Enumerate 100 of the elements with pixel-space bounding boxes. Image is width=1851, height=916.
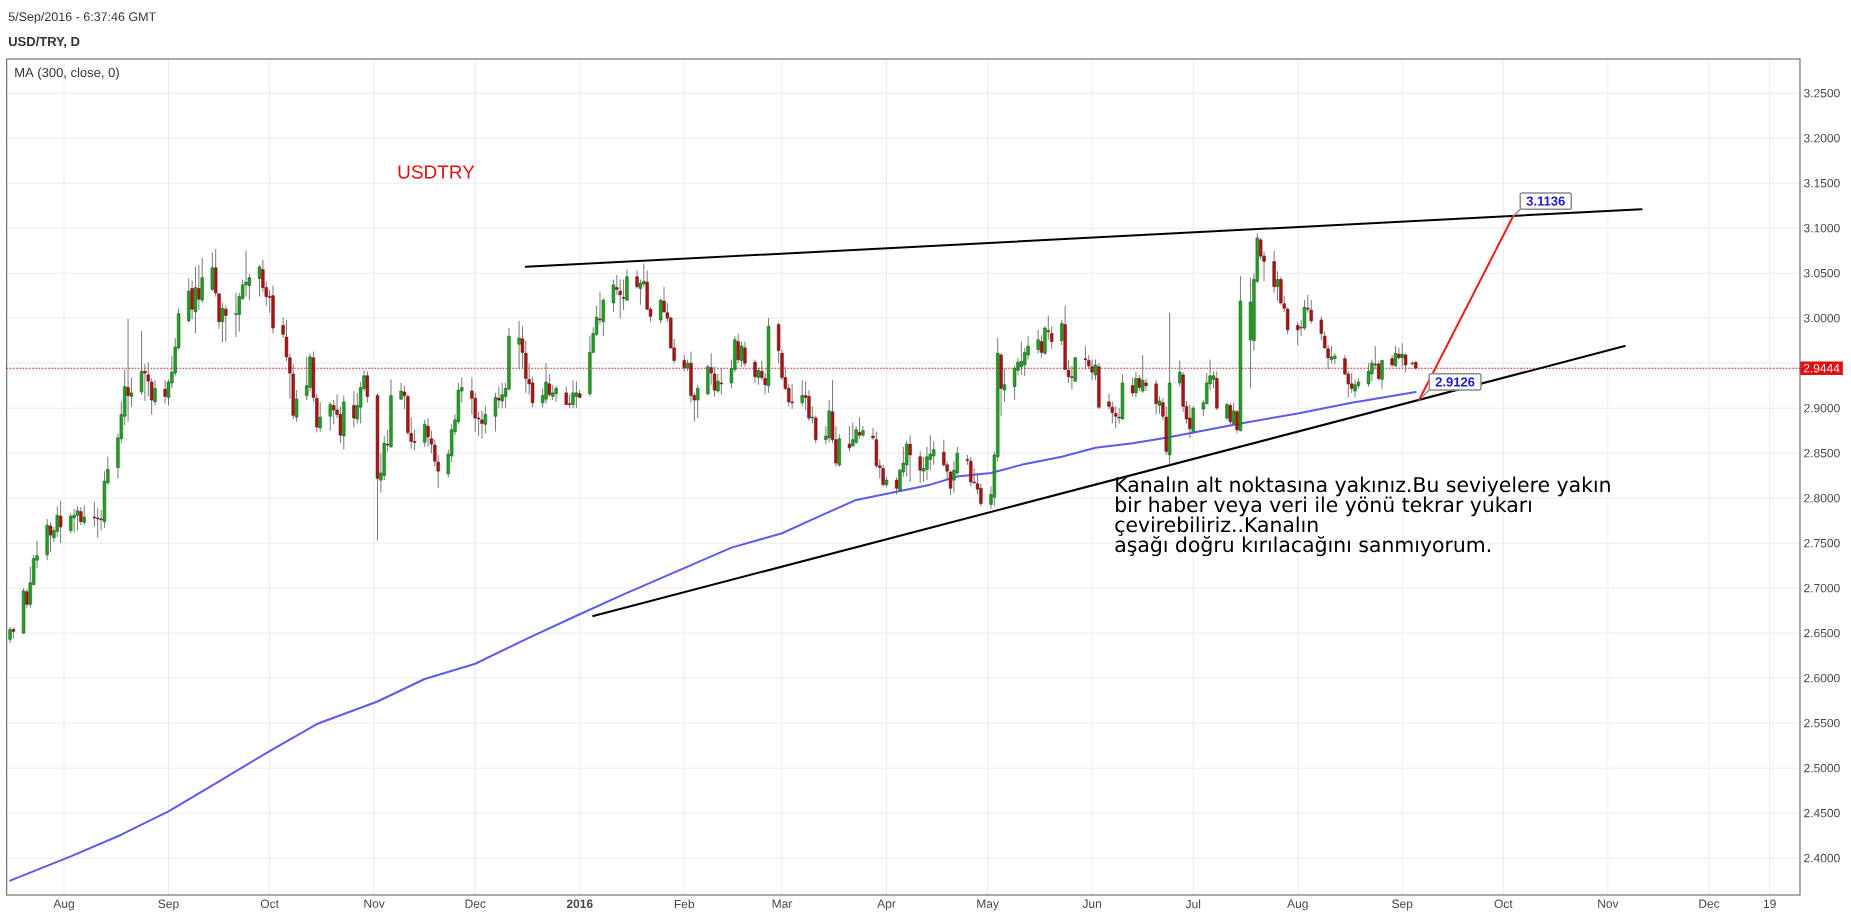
x-tick-label: Oct — [1494, 899, 1513, 909]
y-tick-label: 3.2500 — [1803, 88, 1840, 98]
candlestick — [143, 363, 147, 402]
candlestick — [1275, 270, 1280, 302]
candlestick — [385, 429, 390, 452]
candlestick — [352, 390, 356, 428]
candlestick — [257, 264, 262, 298]
annotation: MA (300, close, 0) — [15, 67, 119, 80]
candlestick — [1144, 378, 1148, 392]
annotation: 3.1136 — [1526, 196, 1565, 206]
y-tick-label: 2.5500 — [1804, 718, 1840, 728]
candlestick — [197, 264, 201, 311]
y-tick-label: 3.2000 — [1803, 133, 1840, 143]
x-tick-label: Mar — [772, 899, 793, 908]
chart-title: USD/TRY, D — [8, 36, 80, 48]
candlestick — [1366, 362, 1371, 388]
candlestick — [658, 297, 663, 325]
candlestick — [210, 252, 214, 292]
candlestick — [328, 401, 332, 432]
x-tick-label: Aug — [53, 899, 74, 911]
candlestick — [1380, 359, 1384, 390]
candlestick — [1141, 354, 1145, 394]
candlestick — [743, 341, 747, 368]
candlestick — [190, 279, 194, 320]
candlestick — [82, 504, 86, 526]
candlestick — [48, 521, 53, 553]
candlestick — [857, 416, 862, 440]
candlestick — [1036, 329, 1040, 354]
x-tick-label: Nov — [364, 899, 385, 908]
candlestick — [25, 588, 29, 609]
x-tick-label: Feb — [674, 899, 695, 909]
candlestick — [736, 333, 740, 364]
y-tick-label: 2.8000 — [1804, 493, 1840, 503]
candlestick — [719, 368, 723, 396]
candlestick — [244, 250, 248, 298]
x-tick-label: May — [977, 899, 999, 911]
candlestick — [1350, 372, 1354, 394]
x-tick-label: Sep — [158, 899, 179, 911]
y-tick-label: 2.7000 — [1804, 583, 1840, 593]
candlestick — [918, 450, 922, 484]
candlestick — [480, 410, 484, 440]
candlestick — [500, 382, 504, 409]
x-tick-label: Jul — [1185, 899, 1201, 909]
y-tick-label: 3.1000 — [1803, 223, 1840, 233]
candlestick — [544, 362, 548, 405]
x-tick-label: 2016 — [566, 899, 593, 909]
candlestick — [790, 383, 794, 410]
annotation: 2.9126 — [1435, 377, 1475, 387]
candlestick — [618, 279, 622, 319]
candlestick — [365, 370, 370, 404]
candlestick — [72, 508, 76, 533]
x-tick-label: Dec — [1699, 899, 1720, 908]
candlestick — [1191, 405, 1195, 434]
candlestick — [611, 279, 616, 313]
annotation: Kanalın alt noktasına yakınız.Bu seviyelere yakın — [1116, 476, 1610, 497]
y-tick-label: 2.5000 — [1804, 763, 1840, 773]
y-tick-label: 2.6000 — [1804, 673, 1840, 683]
x-tick-label: Nov — [1598, 899, 1619, 908]
text: 5/Sep/2016 - 6:37:46 GMT — [8, 11, 156, 24]
candlestick — [423, 419, 427, 448]
candlestick — [305, 356, 309, 401]
candlestick — [1296, 321, 1300, 346]
candlestick — [96, 507, 100, 539]
x-tick-label: Oct — [260, 899, 279, 909]
candlestick — [567, 394, 572, 409]
x-tick-label: Aug — [1287, 899, 1308, 911]
candlestick — [497, 386, 501, 409]
candlestick — [1090, 359, 1094, 381]
x-tick-label: 19 — [1763, 899, 1776, 909]
candlestick — [1130, 377, 1135, 397]
y-tick-label: 3.1500 — [1803, 178, 1840, 188]
candlestick — [224, 305, 228, 343]
annotation: USDTRY — [398, 165, 475, 179]
y-tick-label: 2.9000 — [1804, 403, 1840, 413]
x-tick-label: Apr — [877, 899, 896, 911]
candlestick — [810, 405, 814, 424]
candlestick — [163, 379, 167, 405]
y-tick-label: 3.0500 — [1803, 268, 1840, 278]
y-tick-label: 2.7500 — [1804, 538, 1840, 548]
ref-line-label: 2.9444 — [1803, 363, 1840, 373]
annotation: çevirebiliriz..Kanalın — [1115, 516, 1318, 536]
annotation: bir haber veya veri ile yönü tekrar yukarı — [1116, 496, 1531, 517]
candlestick — [234, 292, 238, 338]
candlestick — [1114, 405, 1118, 429]
candlestick — [1019, 341, 1023, 376]
y-tick-label: 2.4000 — [1804, 853, 1840, 863]
candlestick — [1397, 347, 1401, 361]
candlestick — [126, 318, 130, 423]
annotation: aşağı doğru kırılacağını sanmıyorum. — [1115, 535, 1490, 557]
candlestick — [847, 425, 852, 452]
candlestick — [69, 512, 73, 534]
candlestick — [969, 456, 973, 487]
candlestick — [1117, 407, 1121, 424]
y-tick-label: 3.0000 — [1803, 313, 1840, 323]
candlestick — [1039, 334, 1044, 359]
candlestick — [220, 302, 225, 343]
x-tick-label: Sep — [1392, 899, 1413, 911]
x-tick-label: Dec — [465, 899, 486, 908]
candlestick — [58, 500, 63, 544]
y-tick-label: 2.8500 — [1804, 448, 1840, 458]
